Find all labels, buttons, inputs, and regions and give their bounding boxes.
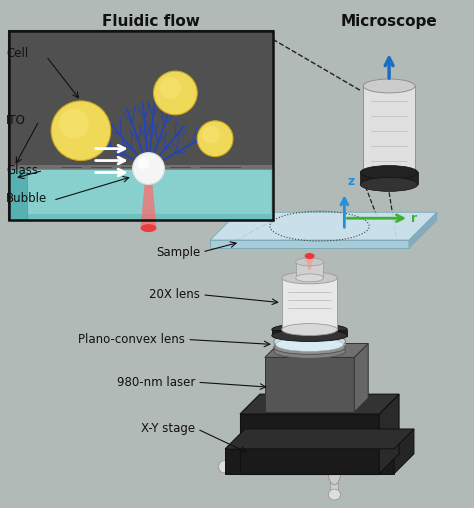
- Circle shape: [197, 121, 233, 156]
- Polygon shape: [272, 330, 347, 335]
- Circle shape: [51, 101, 111, 161]
- Text: X-Y stage: X-Y stage: [141, 423, 195, 435]
- Polygon shape: [330, 483, 338, 495]
- Ellipse shape: [328, 463, 340, 485]
- Ellipse shape: [272, 324, 347, 335]
- Polygon shape: [265, 343, 368, 358]
- Text: Glass: Glass: [6, 164, 38, 177]
- Text: Bubble: Bubble: [6, 192, 47, 205]
- Ellipse shape: [234, 461, 256, 473]
- Ellipse shape: [296, 258, 323, 266]
- Polygon shape: [225, 449, 394, 473]
- Circle shape: [202, 126, 220, 144]
- Polygon shape: [141, 184, 156, 228]
- Bar: [9, 165, 273, 169]
- Ellipse shape: [363, 79, 415, 93]
- Bar: [9, 169, 273, 220]
- Text: Plano-convex lens: Plano-convex lens: [78, 333, 185, 346]
- Ellipse shape: [276, 337, 343, 352]
- Circle shape: [137, 157, 149, 170]
- Polygon shape: [265, 358, 354, 412]
- Ellipse shape: [305, 253, 315, 259]
- Polygon shape: [363, 86, 415, 180]
- Circle shape: [133, 152, 164, 184]
- Ellipse shape: [353, 453, 364, 465]
- Ellipse shape: [282, 272, 337, 284]
- Text: z: z: [347, 175, 355, 188]
- Bar: [9, 31, 273, 169]
- Ellipse shape: [282, 324, 337, 335]
- Polygon shape: [210, 240, 409, 248]
- Text: 980-nm laser: 980-nm laser: [117, 376, 195, 389]
- Text: Microscope: Microscope: [341, 14, 438, 29]
- Ellipse shape: [274, 332, 346, 352]
- Polygon shape: [306, 258, 313, 270]
- Circle shape: [154, 71, 197, 115]
- Polygon shape: [210, 212, 437, 240]
- Text: Cell: Cell: [6, 47, 28, 59]
- Ellipse shape: [368, 453, 390, 465]
- Ellipse shape: [296, 274, 323, 282]
- Polygon shape: [360, 173, 418, 184]
- Text: Sample: Sample: [156, 245, 200, 259]
- Ellipse shape: [219, 461, 229, 473]
- Polygon shape: [282, 278, 337, 330]
- Text: 20X lens: 20X lens: [149, 288, 200, 301]
- Ellipse shape: [274, 344, 346, 358]
- Text: ITO: ITO: [6, 114, 26, 128]
- Polygon shape: [225, 429, 414, 449]
- Ellipse shape: [272, 330, 347, 341]
- Ellipse shape: [360, 177, 418, 192]
- Text: r: r: [411, 212, 417, 225]
- Polygon shape: [379, 394, 399, 473]
- Ellipse shape: [328, 489, 340, 500]
- Bar: [9, 31, 273, 220]
- Text: Fluidic flow: Fluidic flow: [101, 14, 200, 29]
- Ellipse shape: [363, 173, 415, 187]
- Polygon shape: [240, 394, 399, 414]
- Ellipse shape: [274, 340, 346, 355]
- Circle shape: [59, 109, 89, 139]
- Polygon shape: [354, 343, 368, 412]
- Ellipse shape: [141, 224, 156, 232]
- Polygon shape: [224, 463, 236, 471]
- Polygon shape: [296, 262, 323, 278]
- Polygon shape: [358, 455, 370, 463]
- Polygon shape: [9, 169, 27, 220]
- Ellipse shape: [360, 166, 418, 179]
- Polygon shape: [394, 429, 414, 473]
- Bar: [11, 171, 271, 214]
- Bar: [9, 31, 273, 220]
- Circle shape: [159, 77, 182, 99]
- Polygon shape: [274, 341, 346, 345]
- Polygon shape: [240, 414, 379, 473]
- Polygon shape: [409, 212, 437, 248]
